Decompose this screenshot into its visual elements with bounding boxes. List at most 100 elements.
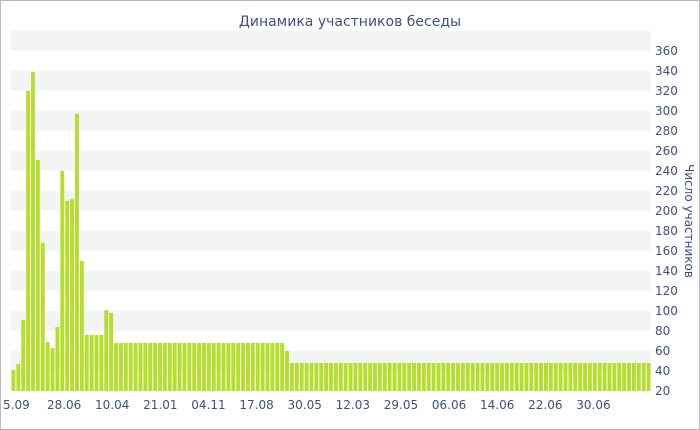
y-tick-label: 240 — [655, 164, 678, 178]
grid-band — [11, 151, 651, 171]
bar — [465, 363, 470, 391]
grid-band — [11, 231, 651, 251]
bar — [202, 343, 206, 391]
bar — [544, 363, 548, 391]
bar — [573, 363, 578, 391]
bar — [192, 343, 197, 391]
bar — [299, 363, 304, 391]
grid-bands — [11, 31, 651, 371]
bar — [451, 363, 456, 391]
bar — [480, 363, 485, 391]
y-tick-label: 200 — [655, 204, 678, 218]
bar — [60, 171, 65, 391]
bar — [31, 72, 35, 391]
bar — [373, 363, 377, 391]
bar — [338, 363, 343, 391]
bar — [514, 363, 519, 391]
bar — [109, 313, 114, 391]
bar — [353, 363, 358, 391]
bar — [504, 363, 509, 391]
bar — [597, 363, 602, 391]
bar — [11, 370, 16, 391]
bar — [187, 343, 192, 391]
bar — [236, 343, 241, 391]
y-tick-label: 180 — [655, 224, 678, 238]
bar — [167, 343, 172, 391]
bar — [216, 343, 221, 391]
bar — [99, 335, 104, 391]
bar — [568, 363, 573, 391]
bar — [368, 363, 373, 391]
x-tick-label: 30.05 — [288, 398, 322, 412]
bar — [622, 363, 627, 391]
bar — [387, 363, 392, 391]
x-tick-label: 30.06 — [576, 398, 610, 412]
bar — [260, 343, 265, 391]
bar — [407, 363, 412, 391]
bar — [421, 363, 426, 391]
x-tick-label: 10.04 — [95, 398, 129, 412]
bar — [158, 343, 162, 391]
bar — [275, 343, 280, 391]
grid-band — [11, 111, 651, 131]
bar — [128, 343, 133, 391]
grid-band — [11, 71, 651, 91]
bar — [617, 363, 622, 391]
x-tick-label: 22.06 — [528, 398, 562, 412]
bar — [241, 343, 246, 391]
bar — [148, 343, 153, 391]
x-tick-labels: 5.09 28.06 10.04 21.01 04.11 17.08 30.05 12.03 2… — [3, 398, 611, 412]
bar — [270, 343, 275, 391]
bar — [343, 363, 348, 391]
bar — [309, 363, 314, 391]
bar — [382, 363, 387, 391]
bar — [529, 363, 534, 391]
bar — [548, 363, 553, 391]
bar — [495, 363, 500, 391]
x-tick-label: 14.06 — [480, 398, 514, 412]
bar — [587, 363, 592, 391]
y-tick-label: 80 — [655, 324, 670, 338]
bar — [226, 343, 231, 391]
x-tick-label: 21.01 — [143, 398, 177, 412]
bar — [50, 348, 55, 391]
bar — [592, 363, 597, 391]
y-tick-label: 340 — [655, 64, 678, 78]
bar — [333, 363, 338, 391]
bar — [211, 343, 216, 391]
bar — [641, 363, 646, 391]
y-tick-label: 260 — [655, 144, 678, 158]
bar — [177, 343, 182, 391]
bar — [255, 343, 260, 391]
bar — [285, 351, 289, 391]
x-tick-label: 04.11 — [191, 398, 225, 412]
y-tick-label: 100 — [655, 304, 678, 318]
bar — [441, 363, 446, 391]
bar — [534, 363, 539, 391]
bar — [123, 343, 128, 391]
bar — [539, 363, 544, 391]
bar — [265, 343, 270, 391]
bar — [280, 343, 285, 391]
bar — [426, 363, 431, 391]
bar — [563, 363, 568, 391]
x-tick-label: 29.05 — [384, 398, 418, 412]
bar — [519, 363, 524, 391]
bar — [84, 335, 89, 391]
bar — [348, 363, 353, 391]
bar — [250, 343, 255, 391]
bar — [607, 363, 612, 391]
bar — [21, 320, 26, 391]
bar — [436, 363, 441, 391]
bar — [402, 363, 407, 391]
y-tick-label: 40 — [655, 364, 670, 378]
bar — [329, 363, 333, 391]
bar — [631, 363, 636, 391]
bar — [35, 160, 40, 391]
bar — [485, 363, 490, 391]
bar — [602, 363, 607, 391]
grid-band — [11, 271, 651, 291]
y-tick-label: 160 — [655, 244, 678, 258]
bar — [133, 343, 138, 391]
